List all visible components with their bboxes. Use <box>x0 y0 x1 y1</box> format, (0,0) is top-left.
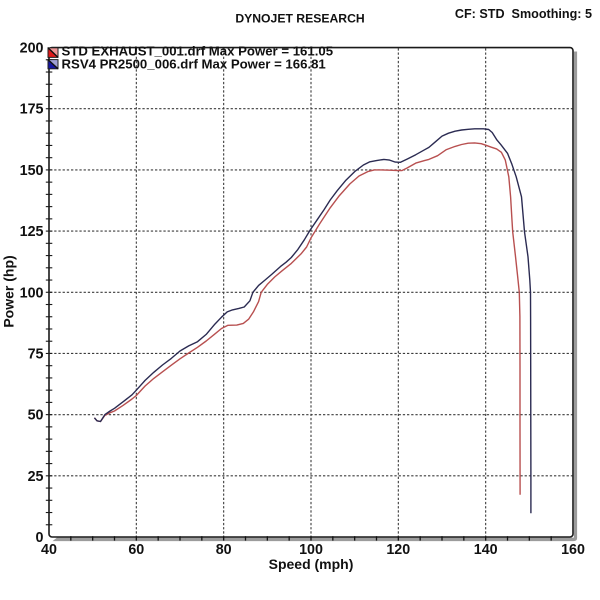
svg-text:80: 80 <box>216 542 232 558</box>
svg-text:CF: STD Smoothing: 5: CF: STD Smoothing: 5 <box>455 7 592 21</box>
svg-text:25: 25 <box>28 469 44 485</box>
svg-text:120: 120 <box>386 542 410 558</box>
svg-text:40: 40 <box>41 542 57 558</box>
svg-text:RSV4 PR2500_006.drf Max Power: RSV4 PR2500_006.drf Max Power = 166.81 <box>62 57 326 72</box>
svg-text:50: 50 <box>28 408 44 424</box>
svg-text:75: 75 <box>28 347 44 363</box>
svg-text:100: 100 <box>20 285 44 301</box>
svg-text:Power (hp): Power (hp) <box>1 255 17 327</box>
svg-text:140: 140 <box>474 542 498 558</box>
svg-text:150: 150 <box>20 163 44 179</box>
svg-text:200: 200 <box>20 41 44 57</box>
svg-text:60: 60 <box>128 542 144 558</box>
svg-text:125: 125 <box>20 224 44 240</box>
svg-text:DYNOJET RESEARCH: DYNOJET RESEARCH <box>235 12 364 26</box>
svg-text:160: 160 <box>561 542 585 558</box>
svg-text:0: 0 <box>36 530 44 546</box>
svg-text:Speed (mph): Speed (mph) <box>269 556 354 572</box>
svg-text:175: 175 <box>20 102 44 118</box>
svg-text:STD EXHAUST_001.drf Max Power: STD EXHAUST_001.drf Max Power = 161.05 <box>62 43 334 58</box>
svg-text:100: 100 <box>299 542 323 558</box>
